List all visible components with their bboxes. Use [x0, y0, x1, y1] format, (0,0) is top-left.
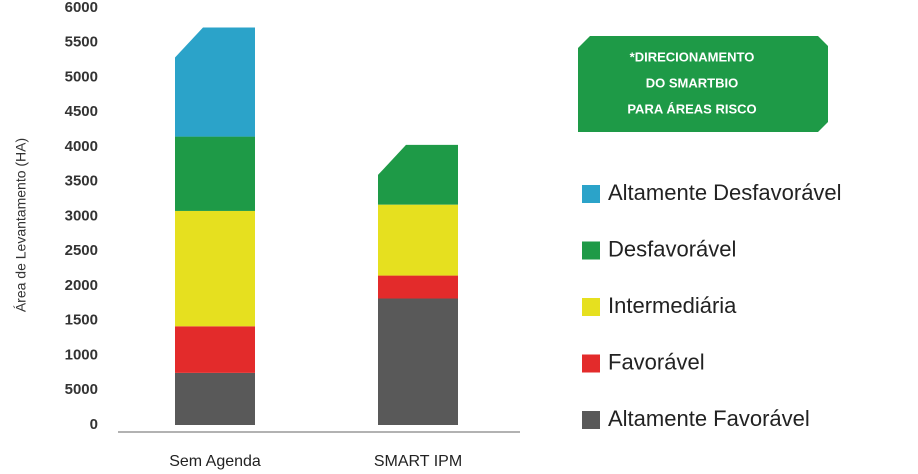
- legend-swatch: [582, 185, 600, 203]
- y-tick-label: 2500: [65, 242, 98, 259]
- note-text: *DIRECIONAMENTO: [630, 49, 755, 64]
- bar-segment: [175, 326, 255, 373]
- bar-segment: [378, 204, 458, 276]
- legend-label: Altamente Favorável: [608, 406, 810, 431]
- x-tick-label: Sem Agenda: [169, 453, 261, 470]
- y-tick-label: 1000: [65, 346, 98, 363]
- y-tick-label: 4500: [65, 103, 98, 120]
- y-tick-label: 1500: [65, 312, 98, 329]
- note-text: PARA ÁREAS RISCO: [627, 101, 756, 116]
- legend-label: Intermediária: [608, 293, 737, 318]
- bar-segment: [175, 372, 255, 425]
- y-tick-label: 3500: [65, 173, 98, 190]
- x-tick-label: SMART IPM: [374, 453, 462, 470]
- y-tick-label: 5000: [65, 381, 98, 398]
- bar-segment: [175, 27, 255, 137]
- legend-swatch: [582, 411, 600, 429]
- bar-segment: [378, 298, 458, 425]
- y-tick-label: 5000: [65, 68, 98, 85]
- y-tick-label: 5500: [65, 34, 98, 51]
- note-box: [578, 36, 828, 132]
- legend-label: Altamente Desfavorável: [608, 180, 842, 205]
- y-tick-label: 6000: [65, 0, 98, 16]
- y-tick-label: 2000: [65, 277, 98, 294]
- note-text: DO SMARTBIO: [646, 75, 738, 90]
- y-tick-label: 0: [90, 416, 98, 433]
- y-tick-label: 4000: [65, 138, 98, 155]
- legend-swatch: [582, 241, 600, 260]
- legend-swatch: [582, 354, 600, 373]
- legend-swatch: [582, 298, 600, 316]
- bar-segment: [378, 144, 458, 205]
- y-tick-label: 3000: [65, 207, 98, 224]
- legend-label: Favorável: [608, 349, 705, 374]
- legend-label: Desfavorável: [608, 236, 736, 261]
- bar-segment: [378, 275, 458, 299]
- y-axis-label: Área de Levantamento (HA): [13, 138, 29, 312]
- bar-segment: [175, 136, 255, 211]
- bar-segment: [175, 210, 255, 327]
